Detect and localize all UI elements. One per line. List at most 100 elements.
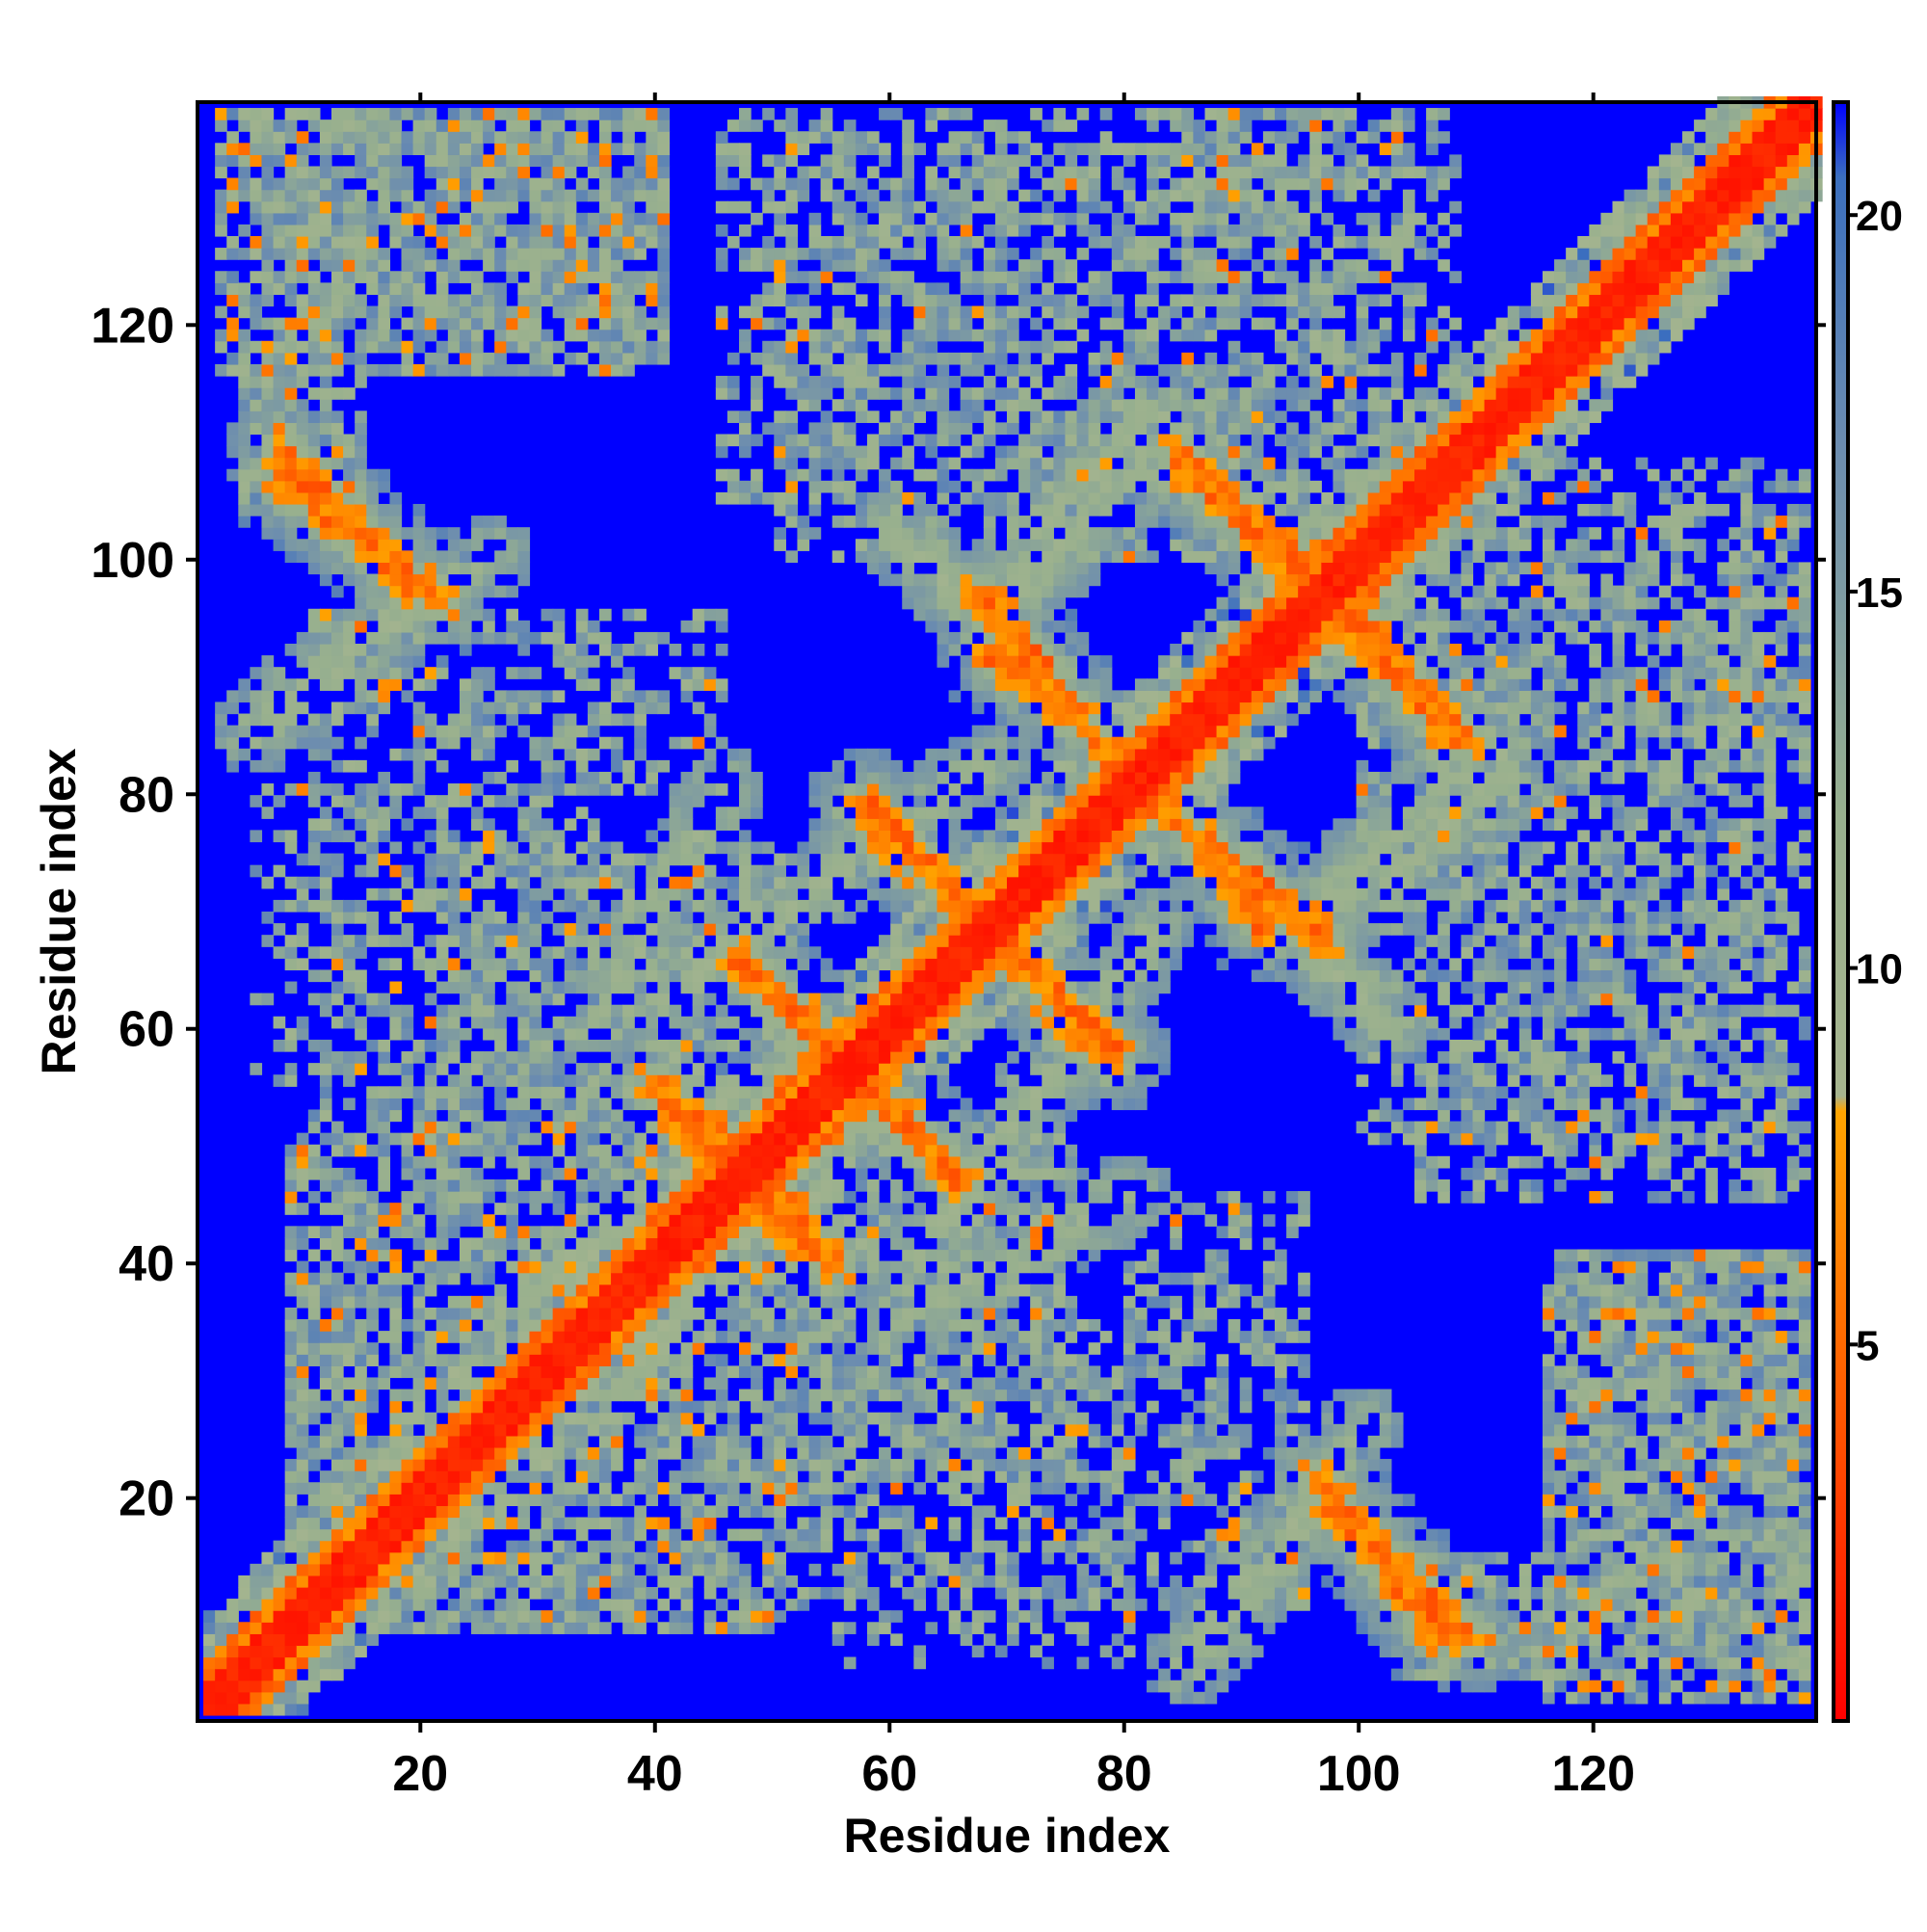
heatmap-cell [541, 1051, 554, 1064]
heatmap-cell [657, 1260, 671, 1274]
heatmap-cell [330, 340, 344, 354]
heatmap-cell [587, 725, 600, 738]
heatmap-cell [820, 480, 833, 493]
heatmap-cell [529, 1226, 542, 1239]
heatmap-cell [343, 644, 356, 656]
heatmap-cell [832, 864, 845, 878]
heatmap-cell [319, 516, 332, 528]
heatmap-cell [226, 1622, 239, 1634]
heatmap-cell [378, 1004, 391, 1018]
heatmap-cell [307, 841, 321, 855]
heatmap-cell [517, 631, 531, 645]
heatmap-cell [215, 200, 227, 214]
heatmap-cell [866, 410, 880, 423]
heatmap-cell [319, 783, 332, 796]
heatmap-cell [494, 725, 507, 738]
heatmap-cell [447, 1551, 461, 1565]
heatmap-cell [330, 608, 344, 622]
heatmap-cell [483, 1155, 495, 1169]
heatmap-cell [389, 305, 403, 319]
heatmap-cell [726, 352, 740, 365]
heatmap-cell [330, 759, 344, 773]
heatmap-cell [902, 562, 914, 575]
heatmap-cell [459, 119, 472, 132]
heatmap-cell [751, 352, 763, 365]
heatmap-cell [564, 1295, 577, 1309]
heatmap-cell [634, 1423, 647, 1437]
heatmap-cell [261, 1622, 275, 1634]
heatmap-cell [866, 1342, 880, 1355]
heatmap-cell [436, 1086, 449, 1098]
heatmap-cell [598, 248, 612, 260]
heatmap-cell [726, 1214, 740, 1227]
heatmap-cell [692, 1132, 705, 1146]
heatmap-cell [832, 1354, 845, 1366]
heatmap-cell [378, 1331, 391, 1343]
heatmap-cell [913, 1377, 926, 1390]
heatmap-cell [284, 294, 298, 307]
heatmap-cell [506, 841, 518, 855]
heatmap-cell [517, 1494, 531, 1507]
heatmap-cell [529, 887, 542, 901]
heatmap-cell [751, 317, 763, 331]
heatmap-cell [483, 131, 495, 144]
heatmap-cell [634, 154, 647, 168]
heatmap-cell [471, 305, 484, 319]
heatmap-cell [726, 1249, 740, 1262]
heatmap-cell [611, 1051, 623, 1064]
heatmap-cell [913, 1121, 926, 1134]
heatmap-cell [739, 434, 752, 447]
heatmap-cell [902, 282, 914, 296]
heatmap-cell [634, 1319, 647, 1332]
heatmap-cell [646, 189, 659, 202]
heatmap-cell [355, 935, 367, 947]
heatmap-cell [436, 1354, 449, 1366]
heatmap-cell [471, 177, 484, 191]
heatmap-cell [284, 1680, 298, 1693]
heatmap-cell [680, 1540, 694, 1553]
heatmap-cell [751, 1365, 763, 1379]
heatmap-cell [680, 1144, 694, 1157]
heatmap-cell [319, 1587, 332, 1600]
heatmap-cell [412, 317, 426, 331]
heatmap-cell [680, 1016, 694, 1029]
heatmap-cell [355, 259, 367, 272]
heatmap-cell [622, 1167, 635, 1180]
heatmap-cell [552, 923, 566, 936]
heatmap-cell [330, 352, 344, 365]
heatmap-cell [575, 131, 589, 144]
heatmap-cell [436, 562, 449, 575]
heatmap-cell [506, 1563, 518, 1576]
heatmap-cell [436, 363, 449, 377]
heatmap-cell [366, 248, 379, 260]
heatmap-cell [739, 200, 752, 214]
heatmap-cell [902, 1260, 914, 1274]
heatmap-cell [494, 294, 507, 307]
heatmap-cell [622, 1517, 635, 1530]
heatmap-cell [471, 1086, 484, 1098]
heatmap-cell [284, 1249, 298, 1262]
heatmap-cell [330, 305, 344, 319]
heatmap-cell [529, 329, 542, 342]
heatmap-cell [797, 271, 810, 283]
heatmap-cell [343, 969, 356, 983]
heatmap-cell [447, 1027, 461, 1041]
heatmap-cell [471, 516, 484, 528]
heatmap-cell [611, 678, 623, 691]
heatmap-cell [412, 329, 426, 342]
heatmap-cell [739, 1575, 752, 1588]
heatmap-cell [366, 1563, 379, 1576]
heatmap-cell [692, 608, 705, 622]
heatmap-cell [751, 259, 763, 272]
heatmap-cell [774, 1505, 786, 1519]
heatmap-cell [785, 1027, 799, 1041]
heatmap-cell [785, 1528, 799, 1542]
heatmap-cell [715, 1505, 728, 1519]
heatmap-cell [855, 1470, 868, 1483]
heatmap-cell [226, 154, 239, 168]
heatmap-cell [459, 329, 472, 342]
heatmap-cell [774, 1155, 786, 1169]
heatmap-cell [843, 1365, 857, 1379]
heatmap-cell [611, 713, 623, 727]
heatmap-cell [575, 1203, 589, 1215]
